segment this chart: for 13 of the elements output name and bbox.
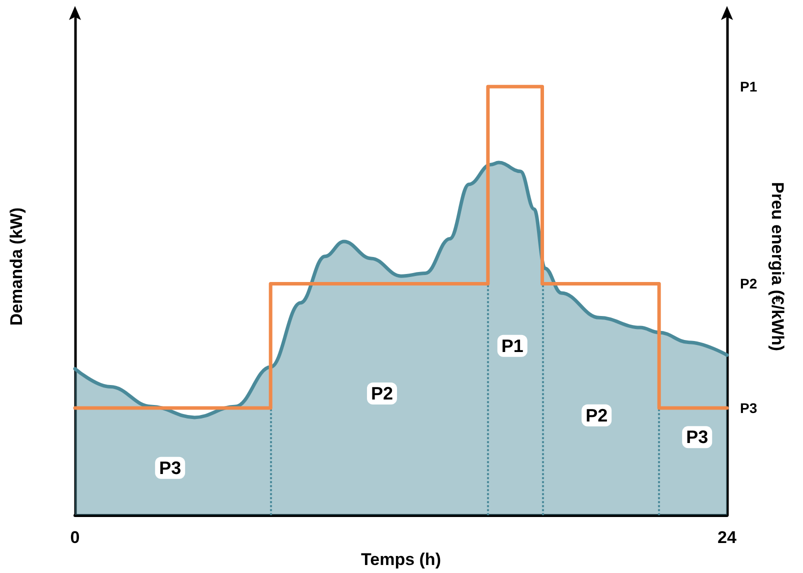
annotation: P3	[686, 427, 708, 448]
text: P3	[740, 400, 758, 416]
y-axis-title: Demanda (kW)	[7, 208, 26, 326]
text: P1	[740, 78, 758, 95]
x-axis-title: Temps (h)	[361, 550, 441, 569]
annotation: P3	[159, 458, 182, 478]
annotation: P2	[370, 383, 393, 404]
y2-axis-title: Preu energia (€/kWh)	[768, 182, 787, 352]
annotation: P1	[501, 336, 524, 356]
x-tick-label: 24	[718, 528, 737, 548]
x-tick-label: 0	[70, 528, 80, 548]
annotation: P2	[586, 405, 608, 426]
text: P2	[740, 276, 758, 292]
